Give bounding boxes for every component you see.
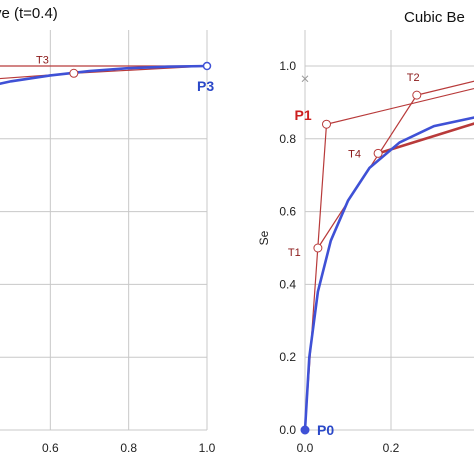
right-y-tick-label: 1.0 bbox=[279, 59, 296, 73]
left-x-tick-label: 0.6 bbox=[42, 441, 59, 455]
left-chart-marks: P3 T3 bbox=[0, 54, 214, 94]
right-y-tick-label: 0.2 bbox=[279, 350, 296, 364]
right-chart-title: Cubic Be bbox=[404, 9, 465, 26]
right-t-label: T1 bbox=[288, 247, 301, 259]
right-t-point bbox=[322, 119, 331, 129]
right-x-tick-label: 0.0 bbox=[297, 441, 314, 455]
right-chart-grid bbox=[304, 30, 474, 431]
right-point-label: P0 bbox=[317, 422, 334, 438]
left-x-tick-label: 1.0 bbox=[199, 441, 216, 455]
right-t-point bbox=[313, 243, 323, 253]
left-x-tick-labels: 0.6 0.8 1.0 bbox=[42, 441, 216, 455]
right-t-label: T2 bbox=[407, 72, 420, 84]
left-p3-point bbox=[202, 61, 212, 71]
right-t-point bbox=[373, 148, 383, 158]
left-bezier-curve bbox=[0, 64, 209, 86]
left-chart-grid bbox=[0, 30, 208, 431]
right-x-tick-label: 0.2 bbox=[383, 441, 400, 455]
right-y-tick-labels: 0.0 0.2 0.4 0.6 0.8 1.0 bbox=[279, 59, 296, 437]
right-construction-line bbox=[416, 80, 474, 96]
right-y-tick-label: 0.6 bbox=[279, 205, 296, 219]
right-p0-point bbox=[300, 425, 310, 435]
right-point-label: P1 bbox=[295, 107, 312, 123]
right-bezier-curve bbox=[303, 116, 474, 432]
right-t-point bbox=[412, 90, 422, 100]
right-y-tick-label: 0.8 bbox=[279, 132, 296, 146]
right-x-mark bbox=[301, 75, 309, 83]
right-construction-line bbox=[377, 122, 474, 155]
right-y-axis-label: Se bbox=[257, 230, 271, 245]
right-y-tick-label: 0.0 bbox=[279, 423, 296, 437]
left-point-label: P3 bbox=[197, 78, 214, 94]
left-x-tick-label: 0.8 bbox=[120, 441, 137, 455]
right-control-polygon bbox=[304, 87, 474, 431]
right-x-tick-labels: 0.0 0.2 bbox=[297, 441, 400, 455]
left-chart-title: ve (t=0.4) bbox=[0, 5, 58, 22]
right-chart-marks: P1 P0 T1 T2 T4 bbox=[288, 72, 474, 438]
left-t-point bbox=[69, 68, 79, 78]
right-t-label: T4 bbox=[348, 148, 361, 160]
left-t-label: T3 bbox=[36, 54, 49, 66]
right-y-tick-label: 0.4 bbox=[279, 277, 296, 291]
